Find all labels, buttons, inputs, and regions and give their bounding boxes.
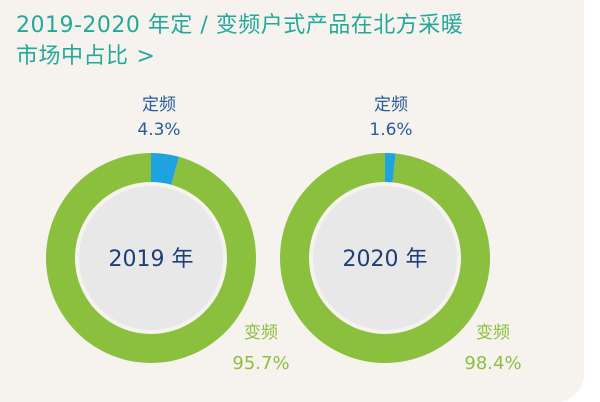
donut-slice-fixed — [151, 153, 180, 185]
data-label-inverter-name: 变频 — [476, 323, 510, 343]
donut-charts: 2019 年 定频 4.3% 变频 95.7% 2020 年 定频 1.6% 变频 98.4% — [45, 95, 522, 374]
title-line-2: 市场中占比 — [16, 44, 129, 69]
donut-center — [79, 186, 223, 330]
data-label-inverter-value: 95.7% — [232, 353, 289, 374]
data-label-fixed-name: 定频 — [142, 95, 176, 115]
donut-slice-fixed — [385, 153, 396, 183]
data-label-inverter-name: 变频 — [244, 323, 278, 343]
data-label-inverter-value: 98.4% — [464, 353, 521, 374]
title-line-1: 2019-2020 年定 / 变频户式产品在北方采暖 — [16, 13, 464, 38]
donut-center-label: 2019 年 — [109, 247, 194, 272]
chart-title[interactable]: 2019-2020 年定 / 变频户式产品在北方采暖 市场中占比 > — [16, 10, 576, 72]
infographic-card: 2019-2020 年定 / 变频户式产品在北方采暖 市场中占比 > 2019 年… — [0, 0, 584, 402]
data-label-fixed-value: 1.6% — [369, 120, 412, 140]
chevron-right-icon[interactable]: > — [136, 44, 156, 69]
data-label-fixed-value: 4.3% — [137, 120, 180, 140]
donut-center — [313, 186, 457, 330]
donut-center-label: 2020 年 — [343, 247, 428, 272]
data-label-fixed-name: 定频 — [374, 95, 408, 115]
